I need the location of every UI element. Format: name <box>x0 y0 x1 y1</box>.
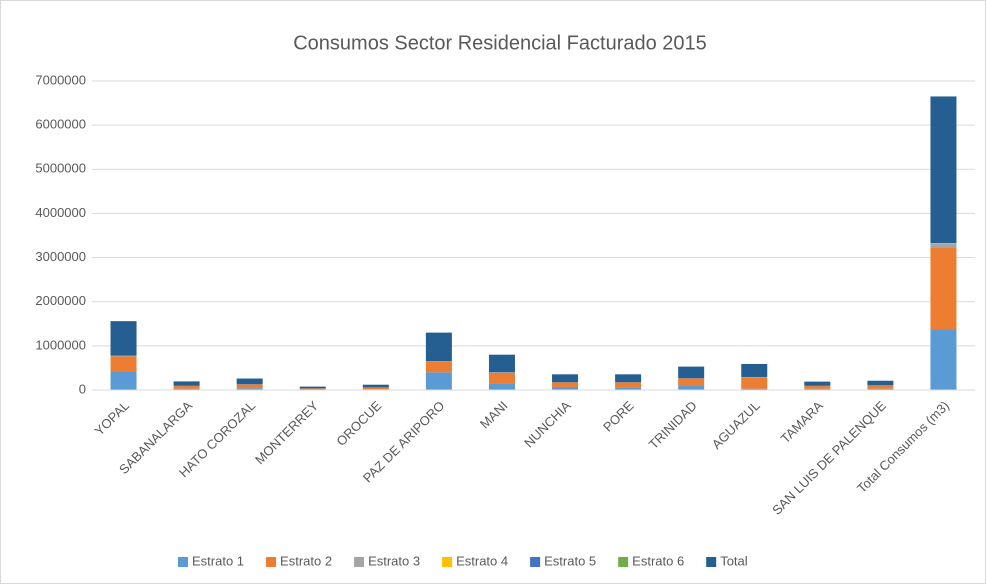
legend-swatch <box>354 557 365 567</box>
legend-swatch <box>442 557 453 567</box>
bar-segment <box>615 382 642 388</box>
bar-segment <box>552 382 579 387</box>
y-tick-label: 1000000 <box>35 337 86 352</box>
y-tick-label: 3000000 <box>35 249 86 264</box>
bar-segment <box>867 385 894 389</box>
y-tick-label: 2000000 <box>35 293 86 308</box>
bar-segment <box>173 388 200 390</box>
bar-segment <box>110 356 137 372</box>
bar-segment <box>804 388 831 390</box>
bar-segment <box>930 247 957 330</box>
legend-label: Estrato 4 <box>456 553 508 568</box>
bar-segment <box>804 381 831 386</box>
bar-segment <box>425 332 452 362</box>
bar-segment <box>867 388 894 390</box>
y-tick-label: 6000000 <box>35 117 86 132</box>
y-tick-label: 0 <box>79 381 86 396</box>
y-tick-label: 5000000 <box>35 161 86 176</box>
legend-swatch <box>706 557 717 567</box>
bar-segment <box>425 372 452 390</box>
chart-title: Consumos Sector Residencial Facturado 20… <box>293 32 707 54</box>
bar-segment <box>741 363 768 377</box>
bar-segment <box>236 388 263 390</box>
bar-segment <box>488 354 515 373</box>
bar-segment <box>552 386 579 390</box>
bar-segment <box>741 377 768 389</box>
bar-segment <box>488 372 515 384</box>
legend-swatch <box>178 557 188 567</box>
bar-segment <box>930 243 957 248</box>
legend-label: Estrato 5 <box>544 553 596 568</box>
bar-segment <box>173 386 200 389</box>
bar-segment <box>236 384 263 389</box>
legend-label: Estrato 2 <box>280 553 332 568</box>
y-tick-label: 4000000 <box>35 205 86 220</box>
bar-segment <box>615 374 642 383</box>
y-tick-label: 7000000 <box>35 72 86 87</box>
bar-segment <box>425 361 452 373</box>
bar-segment <box>678 366 705 379</box>
bar-segment <box>678 385 705 390</box>
bar-segment <box>930 329 957 390</box>
bar-segment <box>299 388 326 390</box>
bar-segment <box>173 381 200 386</box>
legend-label: Estrato 3 <box>368 553 420 568</box>
bar-segment <box>678 378 705 386</box>
bar-segment <box>299 386 326 389</box>
legend-swatch <box>618 557 629 567</box>
bar-segment <box>362 387 389 390</box>
bar-segment <box>867 380 894 386</box>
bar-segment <box>236 378 263 385</box>
legend-label: Total <box>720 553 748 568</box>
bar-segment <box>552 374 579 383</box>
bar-segment <box>741 388 768 390</box>
bar-segment <box>110 321 137 356</box>
legend-label: Estrato 6 <box>632 553 684 568</box>
bar-segment <box>615 387 642 390</box>
bar-segment <box>930 96 957 244</box>
bar-segment <box>110 371 137 390</box>
legend-swatch <box>266 557 277 567</box>
legend-label: Estrato 1 <box>192 553 244 568</box>
bar-segment <box>362 384 389 388</box>
legend-swatch <box>530 557 541 567</box>
bar-segment <box>110 355 137 357</box>
bar-segment <box>488 383 515 390</box>
bar-segment <box>804 386 831 389</box>
